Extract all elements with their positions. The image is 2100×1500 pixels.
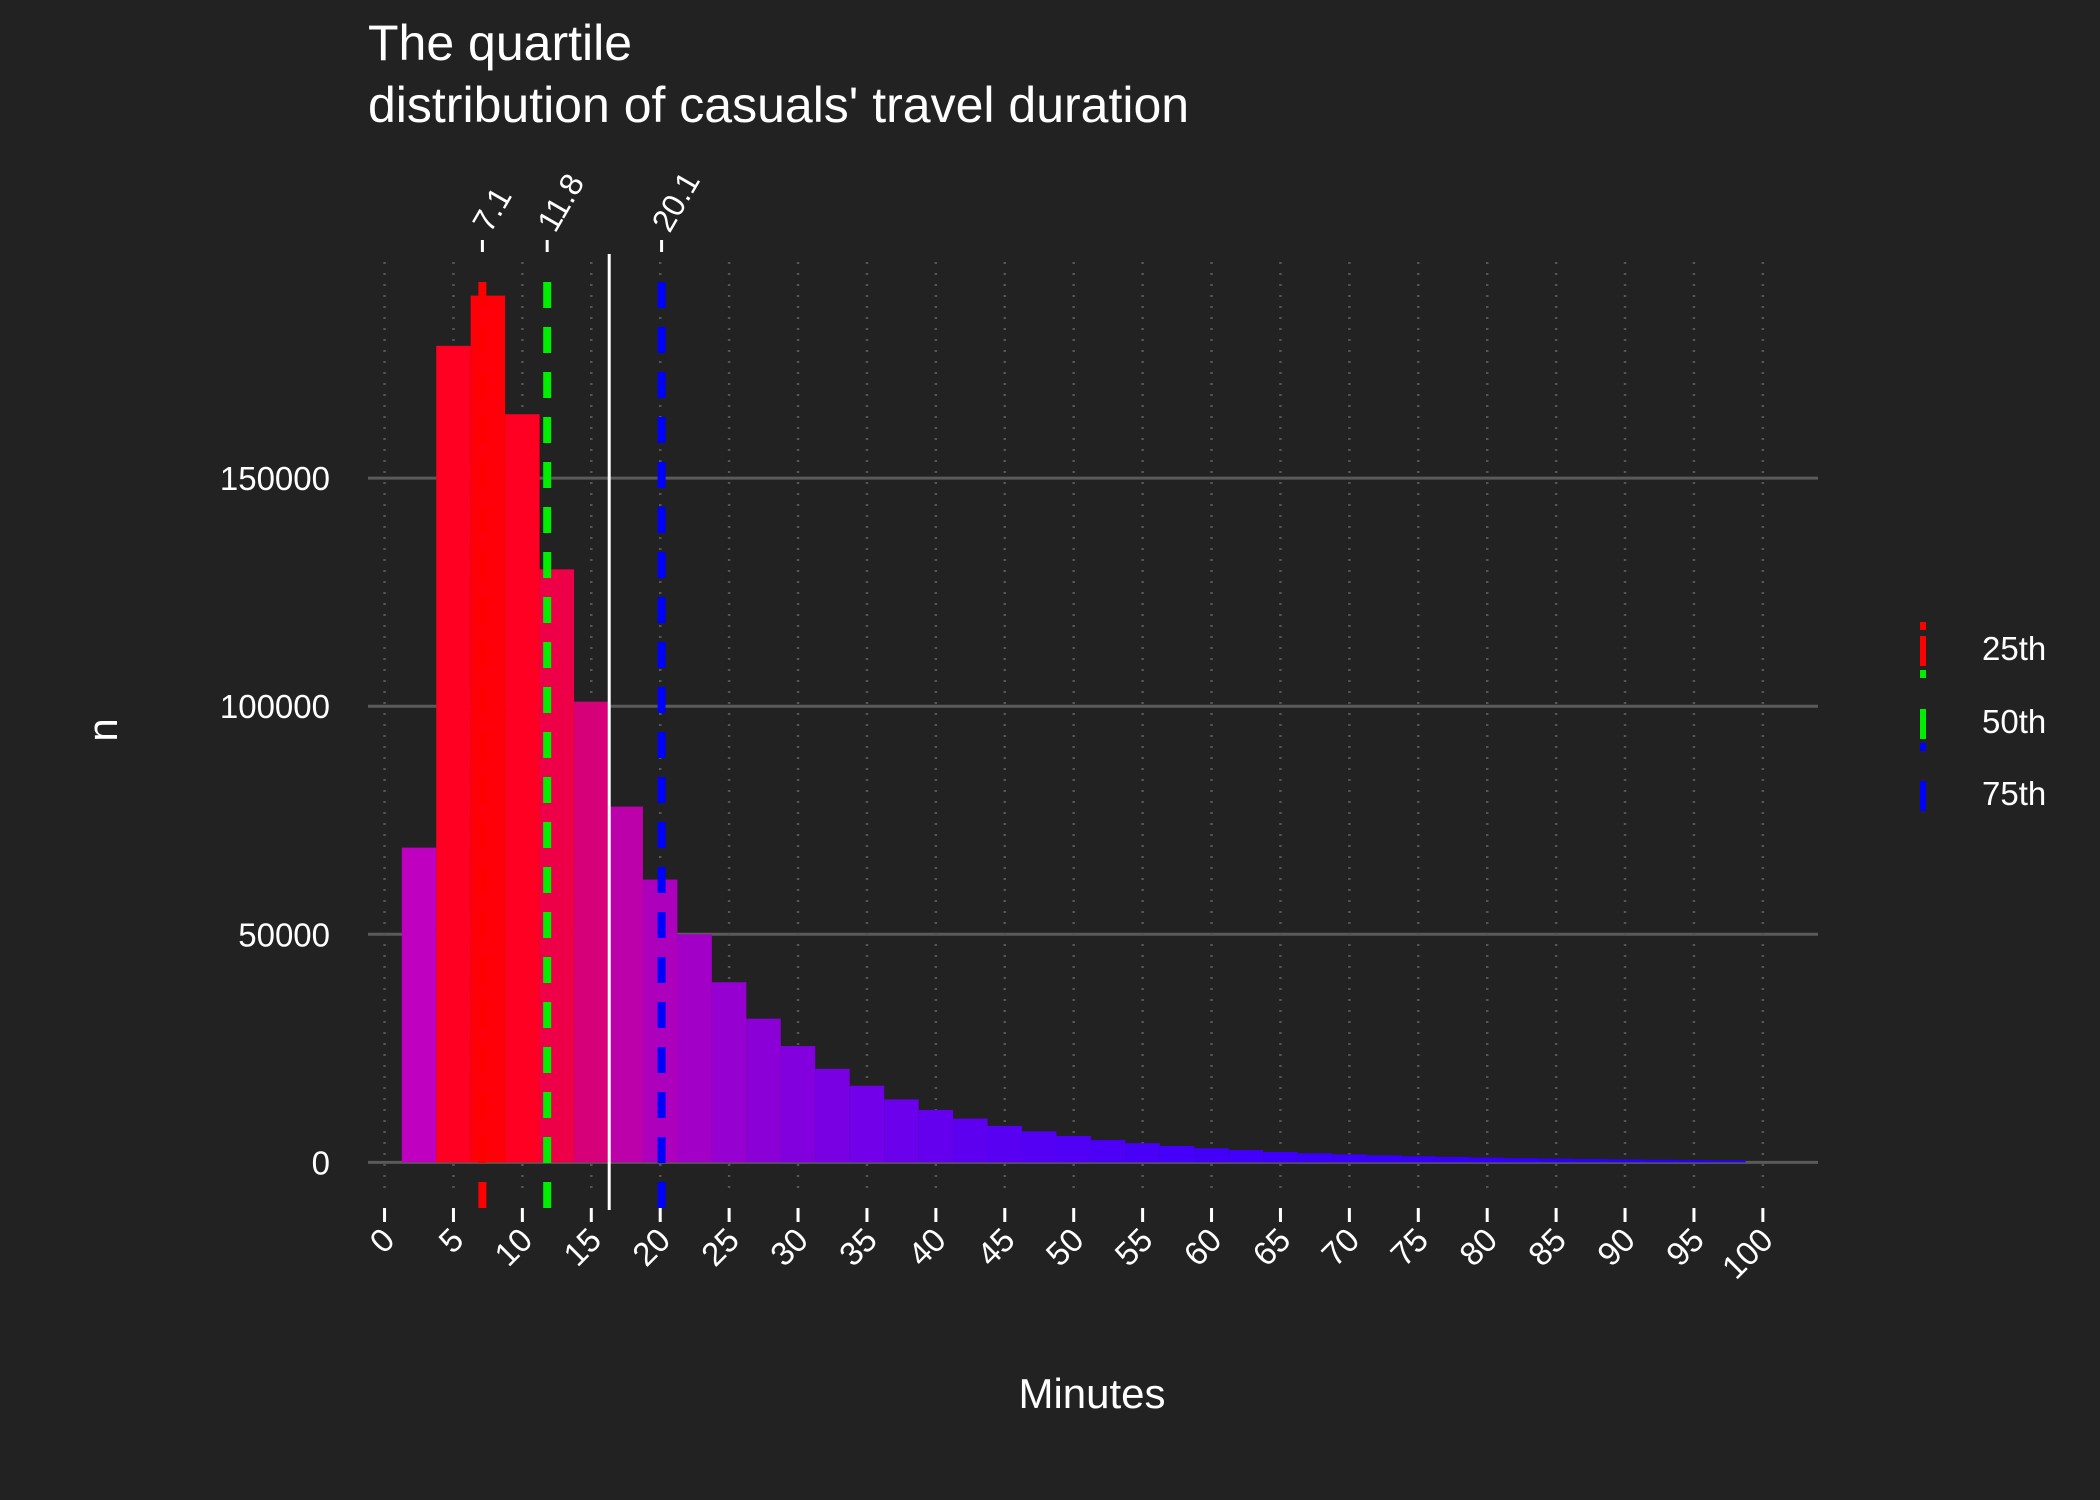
chart-title-line-2: distribution of casuals' travel duration (368, 77, 1189, 133)
histogram-bar (1332, 1154, 1367, 1163)
legend-label-50th: 50th (1982, 703, 2046, 740)
x-axis-title: Minutes (1018, 1370, 1165, 1417)
histogram-bar (953, 1118, 988, 1163)
histogram-bar (1125, 1143, 1160, 1163)
grid-lines (368, 262, 1818, 1194)
histogram-bar (1297, 1153, 1333, 1163)
histogram-bar (815, 1068, 850, 1163)
histogram-bar (1022, 1131, 1057, 1163)
legend: 25th 50th 75th (1920, 622, 2046, 812)
histogram-bar (1676, 1160, 1712, 1163)
histogram-bar (884, 1099, 919, 1163)
histogram-bar (505, 414, 540, 1163)
histogram-bar (849, 1085, 885, 1163)
histogram-bar (470, 295, 506, 1163)
histogram-bar (1194, 1148, 1229, 1163)
histogram-bar (711, 982, 747, 1163)
y-tick-label: 100000 (220, 688, 330, 725)
y-axis-title: n (79, 718, 126, 741)
histogram-bar (608, 806, 643, 1163)
histogram-bar (1401, 1156, 1436, 1163)
histogram-bar (1056, 1135, 1091, 1163)
histogram-bar (1504, 1158, 1539, 1163)
histogram-bar (1642, 1159, 1677, 1163)
histogram-bar (918, 1109, 954, 1163)
histogram-bar (1711, 1160, 1746, 1163)
histogram-bar (1607, 1159, 1643, 1163)
histogram-bar (1228, 1150, 1264, 1163)
histogram-bars (401, 295, 1746, 1163)
histogram-bar (401, 847, 437, 1163)
histogram-bar (574, 701, 609, 1163)
histogram-bar (1469, 1157, 1505, 1163)
histogram-bar (780, 1046, 816, 1163)
y-tick-label: 0 (312, 1144, 330, 1181)
histogram-bar (1573, 1159, 1608, 1163)
histogram-bar (1538, 1158, 1574, 1163)
histogram-bar (436, 345, 471, 1163)
y-tick-label: 50000 (238, 916, 330, 953)
histogram-bar (1435, 1156, 1470, 1163)
histogram-bar (1366, 1155, 1402, 1163)
chart-title-line-1: The quartile (368, 15, 632, 71)
histogram-bar (1159, 1145, 1195, 1163)
legend-label-25th: 25th (1982, 630, 2046, 667)
histogram-bar (1263, 1151, 1298, 1163)
histogram-bar (677, 934, 712, 1163)
chart-title: The quartile distribution of casuals' tr… (368, 15, 1189, 133)
histogram-bar (987, 1125, 1023, 1163)
y-tick-label: 150000 (220, 460, 330, 497)
histogram-bar (746, 1018, 781, 1163)
histogram-bar (1090, 1140, 1126, 1163)
legend-label-75th: 75th (1982, 775, 2046, 812)
